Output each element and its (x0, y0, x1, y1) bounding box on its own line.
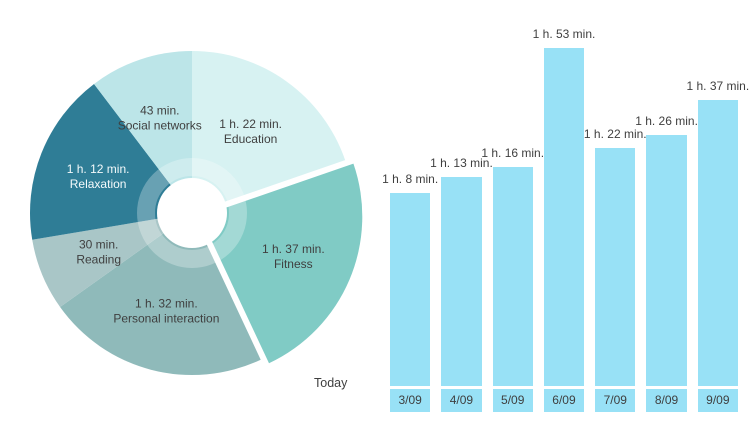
today-label: Today (314, 376, 348, 390)
bar-value-label: 1 h. 26 min. (635, 114, 698, 128)
donut-chart-svg: 1 h. 22 min. Education 1 h. 37 min. Fitness… (30, 51, 363, 375)
pie-slice-social-networks[interactable] (94, 51, 192, 213)
bar[interactable]: 3/09 (390, 193, 431, 412)
pie-slice-reading[interactable] (32, 213, 193, 308)
bar-column: 1 h. 22 min. 7/09 (584, 127, 647, 412)
bar-date-label: 5/09 (492, 386, 533, 412)
bar-column: 1 h. 16 min. 5/09 (481, 146, 544, 412)
bar[interactable]: 8/09 (646, 135, 687, 412)
pie-slice-personal-interaction[interactable] (60, 213, 261, 375)
bar-column: 1 h. 13 min. 4/09 (430, 156, 493, 412)
bar[interactable]: 9/09 (697, 100, 738, 412)
bar[interactable]: 5/09 (492, 167, 533, 412)
bar-value-label: 1 h. 37 min. (686, 79, 750, 93)
pie-slice-label: 1 h. 32 min. Personal interaction (113, 297, 219, 326)
bar-value-label: 1 h. 16 min. (481, 146, 545, 160)
bar-value-label: 1 h. 13 min. (430, 156, 493, 170)
donut-hole (157, 178, 227, 248)
pie-slice-label: 30 min. Reading (76, 238, 121, 267)
pie-slice-label: 1 h. 12 min. Relaxation (67, 162, 130, 191)
daily-bar-chart: 1 h. 8 min. 3/09 1 h. 13 min. 4/09 1 h. 16 m… (382, 0, 749, 412)
bar-date-label: 6/09 (543, 386, 585, 412)
pie-slice-relaxation[interactable] (30, 83, 193, 240)
pie-slice-fitness[interactable] (200, 163, 363, 364)
bar-value-label: 1 h. 53 min. (532, 27, 596, 41)
pie-slice-label: 43 min. Social networks (118, 103, 202, 132)
pie-slice-label: 1 h. 37 min. Fitness (262, 242, 325, 271)
bar-date-label: 9/09 (697, 386, 738, 412)
bar[interactable]: 6/09 (543, 48, 585, 412)
bar[interactable]: 7/09 (595, 148, 636, 412)
bar-date-label: 4/09 (441, 386, 482, 412)
pie-slice-education[interactable] (192, 51, 346, 213)
bar-date-label: 7/09 (595, 386, 636, 412)
bar-value-label: 1 h. 8 min. (382, 172, 439, 186)
bar-column: 1 h. 8 min. 3/09 (382, 172, 438, 412)
pie-slice-label: 1 h. 22 min. Education (219, 117, 282, 146)
bar-column: 1 h. 26 min. 8/09 (635, 114, 698, 412)
bar[interactable]: 4/09 (441, 177, 482, 412)
bar-column: 1 h. 53 min. 6/09 (533, 27, 595, 412)
bar-date-label: 3/09 (390, 386, 431, 412)
bar-date-label: 8/09 (646, 386, 687, 412)
bar-value-label: 1 h. 22 min. (583, 127, 647, 141)
activity-donut-chart: 1 h. 22 min. Education 1 h. 37 min. Fitness… (30, 51, 363, 390)
bar-column: 1 h. 37 min. 9/09 (686, 79, 749, 412)
donut-ring (137, 158, 247, 268)
